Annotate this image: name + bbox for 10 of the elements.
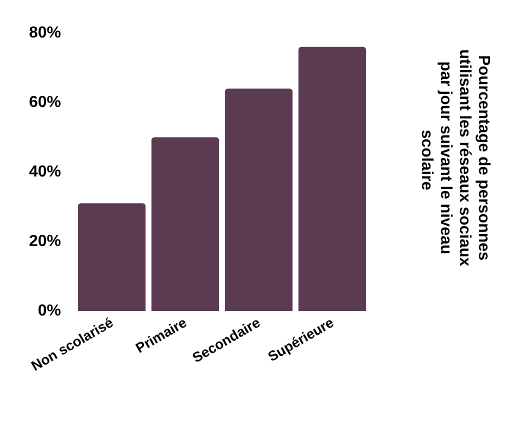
bar — [78, 203, 146, 311]
bar — [298, 46, 366, 311]
bar — [151, 137, 220, 311]
y-tick-label: 0% — [38, 302, 61, 320]
bar — [224, 88, 293, 311]
y-tick-label: 60% — [28, 94, 61, 111]
y-tick-label: 20% — [28, 233, 61, 250]
y-tick-label: 40% — [28, 164, 61, 180]
y-axis-title: Pourcentage de personnes utilisant les réseaux sociaux par jour suivant le niveau scolaire — [418, 49, 492, 271]
y-tick-label: 80% — [28, 24, 61, 42]
